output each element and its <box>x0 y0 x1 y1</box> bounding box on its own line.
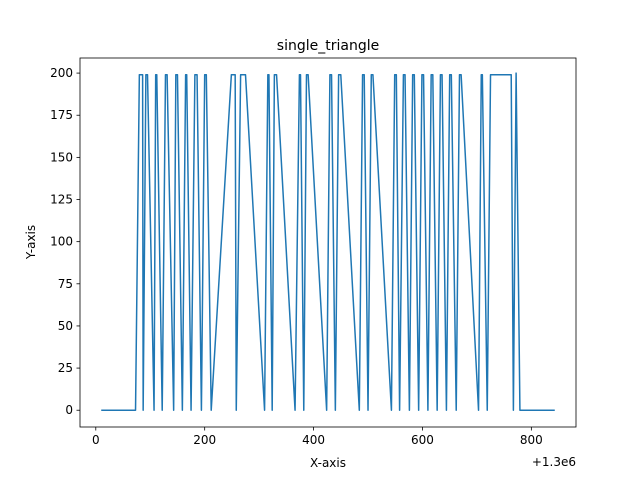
series-layer <box>101 72 555 411</box>
y-tick-label: 175 <box>50 108 73 122</box>
series-line-0 <box>101 72 555 411</box>
y-tick-label: 0 <box>65 403 73 417</box>
y-axis-label: Y-axis <box>24 225 38 260</box>
y-tick-label: 75 <box>58 277 73 291</box>
x-axis-label: X-axis <box>310 456 346 470</box>
plot-frame <box>79 57 577 428</box>
x-tick-label: 400 <box>302 433 325 447</box>
x-axis-ticks: 0 200 400 600 800 <box>92 427 543 447</box>
y-tick-label: 100 <box>50 235 73 249</box>
y-tick-label: 25 <box>58 361 73 375</box>
x-axis-offset-label: +1.3e6 <box>532 455 576 469</box>
x-tick-label: 0 <box>92 433 100 447</box>
x-tick-label: 800 <box>520 433 543 447</box>
x-tick-label: 600 <box>411 433 434 447</box>
x-tick-label: 200 <box>193 433 216 447</box>
chart-title: single_triangle <box>277 38 379 54</box>
y-tick-label: 150 <box>50 150 73 164</box>
y-tick-label: 50 <box>58 319 73 333</box>
y-tick-label: 200 <box>50 66 73 80</box>
y-axis-ticks: 0 25 50 75 100 125 150 175 200 <box>50 66 80 417</box>
y-tick-label: 125 <box>50 193 73 207</box>
